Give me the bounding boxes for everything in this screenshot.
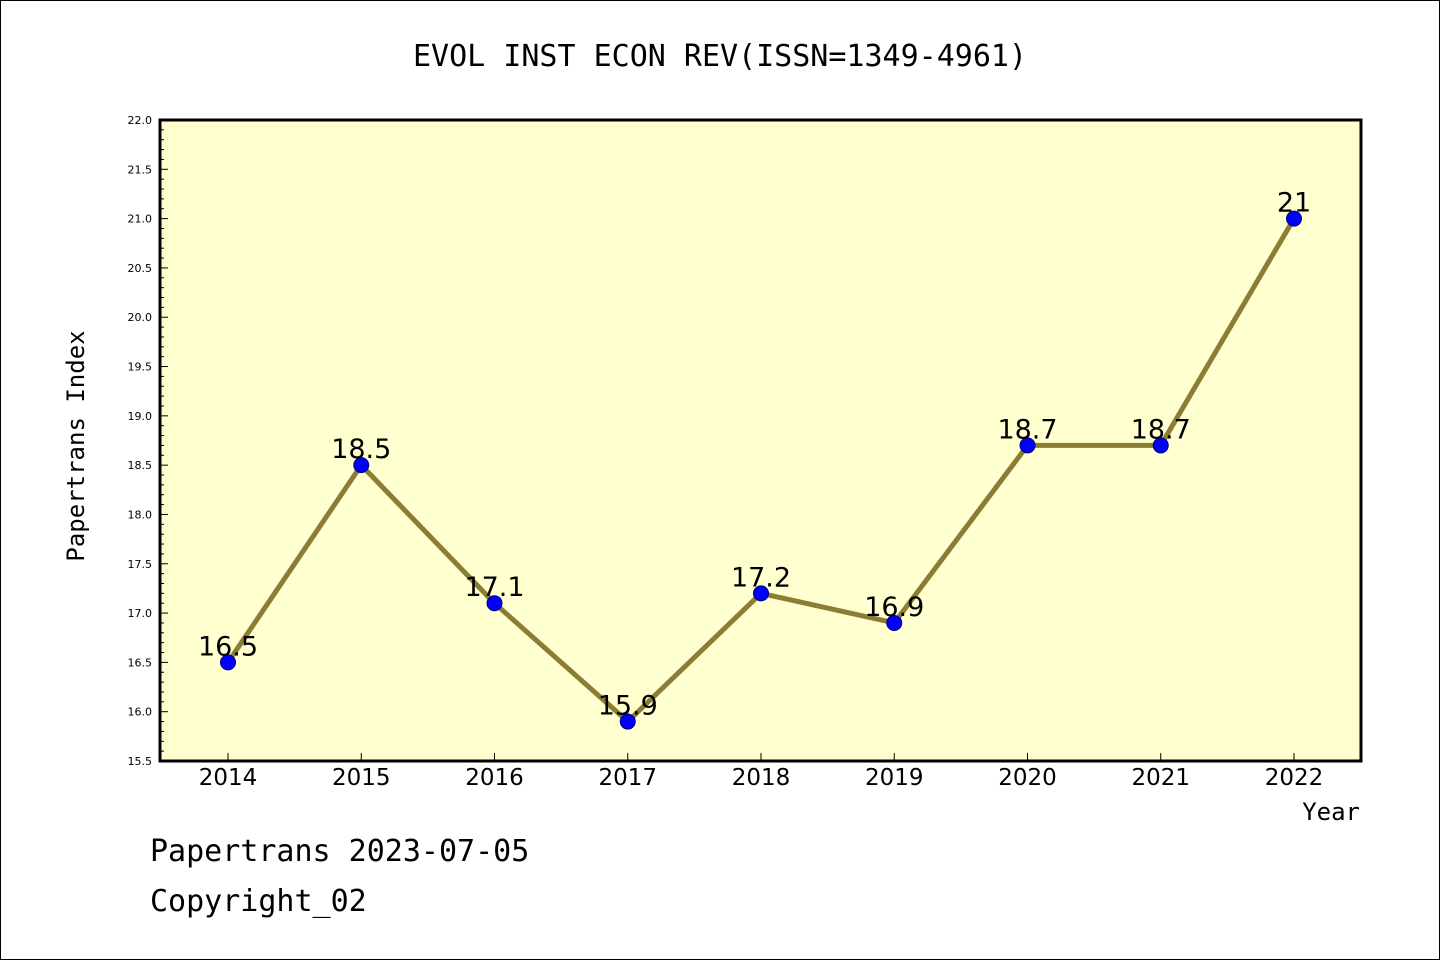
y-tick-label: 16.5 [128, 656, 153, 669]
x-tick-label: 2021 [1131, 765, 1190, 791]
y-tick-label: 22.0 [128, 114, 153, 127]
x-axis: 2014 2015 2016 2017 2018 2019 2020 2021 2022 [199, 753, 1324, 791]
x-tick-label: 2022 [1265, 765, 1324, 791]
data-label: 16.9 [864, 592, 924, 623]
x-tick-label: 2016 [465, 765, 524, 791]
data-label: 15.9 [598, 691, 658, 722]
y-tick-label: 18.5 [128, 459, 153, 472]
data-point [486, 595, 503, 612]
y-tick-label: 21.5 [128, 163, 153, 176]
x-tick-label: 2017 [598, 765, 657, 791]
x-tick-label: 2020 [998, 765, 1057, 791]
data-label: 18.7 [997, 414, 1057, 445]
x-axis-label: Year [1302, 798, 1360, 826]
data-label: 21 [1277, 188, 1311, 219]
data-label: 18.7 [1131, 414, 1191, 445]
data-point [1019, 437, 1036, 454]
footer-date: Papertrans 2023-07-05 [150, 834, 530, 869]
x-tick-label: 2019 [865, 765, 924, 791]
y-tick-label: 18.0 [128, 508, 153, 521]
y-tick-label: 20.5 [128, 262, 153, 275]
y-tick-label: 15.5 [128, 755, 153, 768]
series-points [220, 210, 1302, 730]
y-axis-label: Papertrans Index [62, 330, 90, 561]
data-point [220, 654, 236, 671]
y-tick-label: 19.0 [128, 410, 153, 423]
data-labels: 16.5 18.5 17.1 15.9 17.2 16.9 18.7 18.7 21 [198, 188, 1311, 722]
data-point [753, 585, 769, 602]
data-point [619, 713, 636, 730]
y-tick-label: 20.0 [128, 311, 153, 324]
y-tick-label: 21.0 [128, 213, 153, 226]
x-tick-label: 2014 [199, 765, 258, 791]
data-point [1152, 437, 1169, 454]
data-point [886, 614, 903, 631]
y-tick-label: 17.0 [128, 607, 153, 620]
footer-copyright: Copyright_02 [150, 884, 367, 919]
y-tick-label: 19.5 [128, 361, 153, 374]
y-tick-label: 17.5 [128, 558, 153, 571]
data-point [1286, 210, 1302, 227]
data-point [353, 457, 370, 474]
x-tick-label: 2015 [332, 765, 391, 791]
data-label: 18.5 [331, 434, 391, 465]
data-label: 16.5 [198, 631, 258, 662]
y-axis: 15.5 16.0 16.5 17.0 17.5 18.0 18.5 19.0 19.5 20.0… [128, 114, 168, 768]
data-label: 17.2 [731, 562, 791, 593]
x-tick-label: 2018 [732, 765, 791, 791]
data-label: 17.1 [464, 572, 524, 603]
y-tick-label: 16.0 [128, 706, 153, 719]
chart-title: EVOL INST ECON REV(ISSN=1349-4961) [413, 39, 1027, 74]
